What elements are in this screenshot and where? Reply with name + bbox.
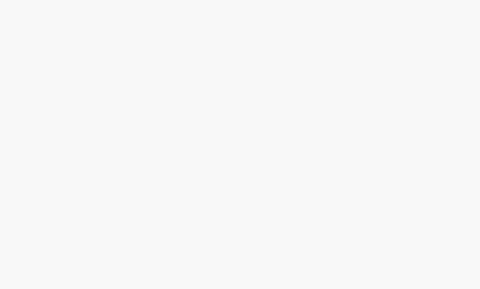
Text: 6.0%: 6.0% (333, 125, 362, 138)
Bar (207, 140, 230, 249)
Text: Council meets benchmark if percentage is less than or equal to 10%: Council meets benchmark if percentage is… (21, 17, 480, 31)
Bar (422, 158, 445, 249)
Bar (35, 85, 58, 249)
Bar (379, 158, 402, 249)
Bar (336, 140, 360, 249)
Bar (164, 140, 187, 249)
Bar (120, 103, 144, 249)
Bar (78, 85, 101, 249)
Text: 5.0%: 5.0% (419, 143, 448, 156)
Text: 5.0%: 5.0% (376, 143, 405, 156)
Text: 8.0%: 8.0% (118, 88, 147, 101)
Text: 9.0%: 9.0% (32, 70, 61, 83)
Text: 6.0%: 6.0% (161, 125, 191, 138)
Text: 6.0%: 6.0% (204, 125, 233, 138)
Text: 6.0%: 6.0% (247, 125, 276, 138)
Text: 6.0%: 6.0% (289, 125, 319, 138)
Text: 9.0%: 9.0% (75, 70, 104, 83)
Bar (293, 140, 316, 249)
Bar (250, 140, 273, 249)
